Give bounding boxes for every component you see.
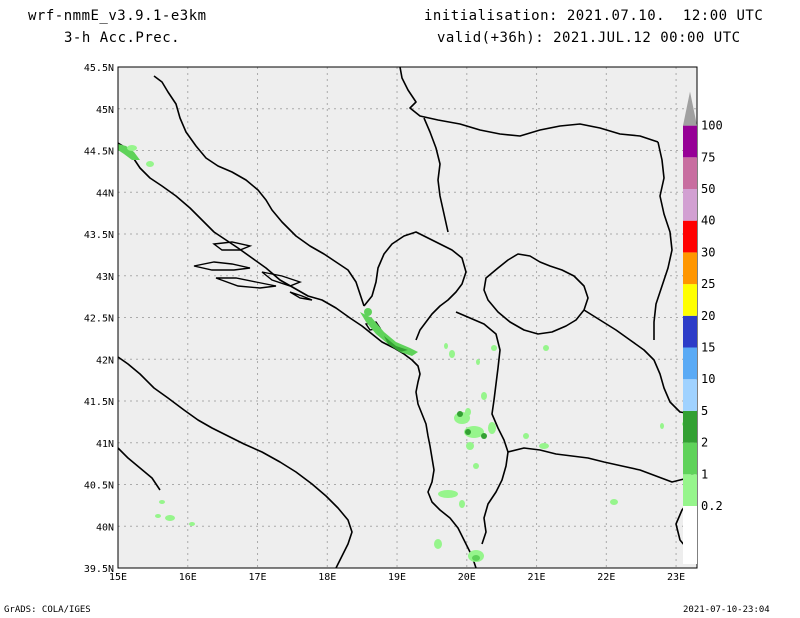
italy-heel (117, 447, 161, 491)
greece-north-border (507, 447, 698, 483)
colorbar-segment (683, 379, 697, 411)
colorbar-label: 50 (701, 182, 715, 196)
montenegro-border (363, 231, 467, 341)
colorbar-label: 2 (701, 436, 708, 450)
colorbar-segment (683, 252, 697, 285)
variable-title: 3-h Acc.Prec. (64, 30, 181, 46)
colorbar-label: 40 (701, 214, 715, 228)
lon-tick-label: 22E (597, 572, 615, 583)
lon-tick-label: 19E (388, 572, 406, 583)
lon-tick-label: 16E (179, 572, 197, 583)
lat-tick-label: 45N (96, 105, 114, 116)
macedonia-east-border (583, 309, 693, 415)
lat-tick-label: 44N (96, 188, 114, 199)
init-time: initialisation: 2021.07.10. 12:00 UTC (424, 8, 764, 24)
italy-east-coast (117, 356, 353, 569)
lon-tick-label: 21E (528, 572, 546, 583)
lon-tick-label: 15E (109, 572, 127, 583)
lat-tick-label: 39.5N (84, 564, 114, 575)
precip-patches (118, 144, 690, 562)
colorbar-label: 5 (701, 404, 708, 418)
lon-tick-label: 20E (458, 572, 476, 583)
colorbar-segment-top (683, 91, 697, 126)
valid-time: valid(+36h): 2021.JUL.12 00:00 UTC (437, 30, 741, 46)
colorbar-segment (683, 410, 697, 443)
colorbar-segment (683, 189, 697, 221)
colorbar-segment (683, 157, 697, 189)
lat-tick-label: 44.5N (84, 147, 114, 158)
lat-tick-label: 40.5N (84, 481, 114, 492)
colorbar-label: 10 (701, 372, 715, 386)
bosnia-serbia-border (423, 117, 449, 233)
colorbar-segment (683, 125, 697, 158)
colorbar-label: 75 (701, 150, 715, 164)
albania-macedonia-border (455, 311, 509, 545)
colorbar-segment (683, 220, 697, 253)
footer-credit: GrADS: COLA/IGES (4, 605, 91, 615)
colorbar-segment (683, 315, 697, 348)
model-title: wrf-nmmE_v3.9.1-e3km (28, 8, 207, 24)
colorbar-segment (683, 474, 697, 506)
lon-tick-label: 18E (318, 572, 336, 583)
axis-ticks: 15E 16E 17E 18E 19E 20E 21E 22E 23E 45.5N 45N 44.5N… (84, 63, 685, 583)
colorbar-segment (683, 347, 697, 380)
lat-tick-label: 43N (96, 272, 114, 283)
colorbar-label: 15 (701, 341, 715, 355)
lat-tick-label: 42N (96, 355, 114, 366)
colorbar-segment (683, 284, 697, 316)
lat-tick-label: 41.5N (84, 397, 114, 408)
lat-tick-label: 41N (96, 439, 114, 450)
croatia-north-border (399, 66, 659, 143)
lat-tick-label: 42.5N (84, 314, 114, 325)
colorbar-label: 1 (701, 467, 708, 481)
lat-tick-label: 45.5N (84, 63, 114, 74)
lat-tick-label: 43.5N (84, 230, 114, 241)
colorbar-segment-none (683, 506, 697, 564)
footer-timestamp: 2021-07-10-23:04 (683, 605, 770, 615)
colorbar-label: 100 (701, 119, 723, 133)
colorbar-label: 0.2 (701, 499, 723, 513)
colorbar-label: 30 (701, 245, 715, 259)
croatian-islands (193, 241, 382, 331)
colorbar-label: 25 (701, 277, 715, 291)
colorbar-segment (683, 442, 697, 475)
kosovo-border (483, 253, 589, 335)
lat-tick-label: 40N (96, 522, 114, 533)
lon-tick-label: 23E (667, 572, 685, 583)
colorbar-label: 20 (701, 309, 715, 323)
bosnia-croatia-border (153, 75, 365, 307)
lon-tick-label: 17E (248, 572, 266, 583)
serbia-east-border (653, 141, 673, 340)
